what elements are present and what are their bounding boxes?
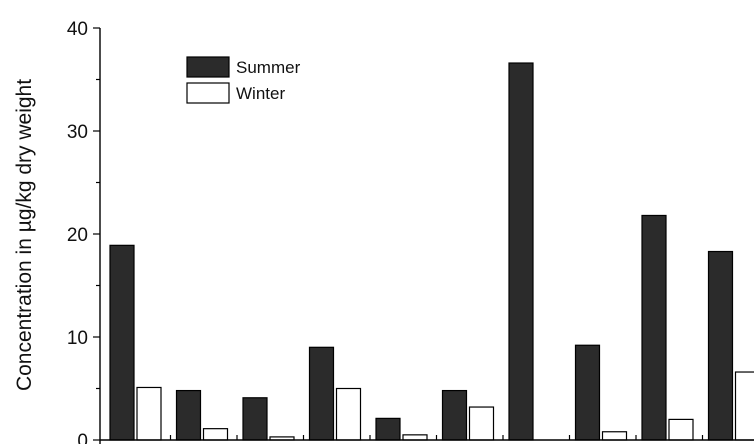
bar-winter-10 [734, 371, 754, 441]
bar-winter-6 [468, 406, 495, 441]
legend-swatch-summer [186, 56, 230, 78]
bar-winter-8 [601, 431, 628, 441]
legend-label-winter: Winter [236, 84, 285, 103]
y-tick-label: 0 [77, 431, 88, 444]
bar-summer-4 [308, 346, 335, 441]
y-axis-title: Concentration in µg/kg dry weight [13, 79, 36, 391]
bar-summer-2 [175, 389, 202, 441]
bar-winter-2 [202, 428, 229, 441]
y-tick-label: 30 [67, 122, 88, 143]
y-tick-label: 10 [67, 328, 88, 349]
bar-summer-9 [641, 214, 667, 441]
legend-label-summer: Summer [236, 58, 301, 77]
bar-summer-8 [574, 344, 601, 441]
bar-summer-1 [109, 244, 135, 441]
y-tick-label: 40 [67, 19, 88, 40]
bar-winter-4 [335, 387, 362, 441]
bar-winter-9 [668, 418, 694, 441]
legend: Summer Winter [186, 56, 301, 104]
legend-swatch-winter [186, 82, 230, 104]
axes-group: 0 10 20 30 40 [67, 19, 754, 444]
bar-winter-1 [136, 386, 162, 441]
bars-group [109, 62, 754, 441]
bar-summer-3 [242, 397, 268, 441]
bar-summer-5 [375, 417, 401, 441]
bar-winter-5 [402, 434, 428, 441]
bar-summer-6 [441, 389, 468, 441]
bar-summer-10 [707, 250, 734, 441]
y-tick-label: 20 [67, 225, 88, 246]
bar-summer-7 [508, 62, 534, 441]
